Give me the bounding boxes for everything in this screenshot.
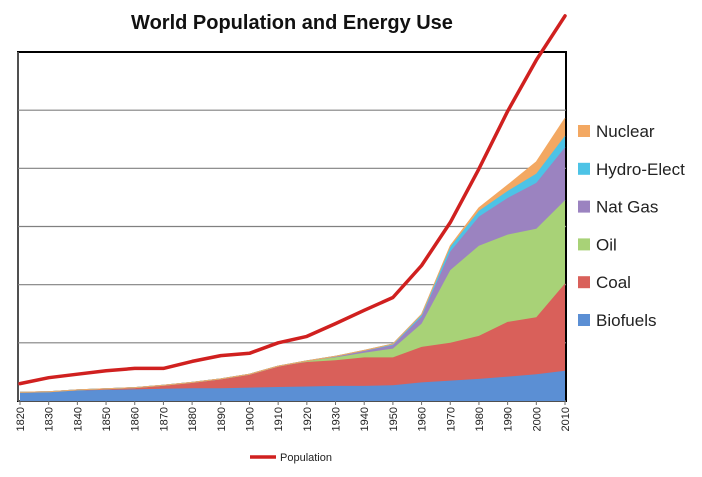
legend-label-biofuels: Biofuels (596, 311, 656, 330)
stacked-areas (19, 118, 566, 401)
legend-swatch-biofuels (578, 314, 590, 326)
x-tick-label: 1940 (359, 407, 371, 431)
x-axis-ticks: 1820 1830 1840 1850 1860 1870 1880 1890 1900 1910… (15, 401, 572, 431)
legend-label-nat-gas: Nat Gas (596, 198, 658, 217)
x-tick-label: 2010 (560, 407, 572, 431)
x-tick-label: 1960 (417, 407, 429, 431)
x-tick-label: 1980 (474, 407, 486, 431)
legend-label-hydro-elect: Hydro-Elect (596, 160, 685, 179)
x-tick-label: 1930 (331, 407, 343, 431)
x-tick-label: 1870 (158, 407, 170, 431)
x-tick-label: 1850 (101, 407, 113, 431)
population-line (18, 14, 567, 386)
legend-swatch-hydro-elect (578, 162, 590, 175)
x-tick-label: 1840 (72, 407, 84, 431)
area-edge-nuclear (19, 118, 566, 393)
legend-swatch-oil (578, 238, 590, 251)
x-tick-label: 1920 (302, 407, 314, 431)
legend-swatch-nat-gas (578, 200, 590, 213)
area-oil (20, 200, 565, 393)
x-tick-label: 1820 (15, 407, 27, 431)
x-tick-label: 1900 (245, 407, 257, 431)
legend: Nuclear Hydro-Elect Nat Gas Oil Coal Biofuels (578, 122, 685, 330)
x-tick-label: 1910 (273, 407, 285, 431)
legend-label-coal: Coal (596, 273, 631, 292)
x-tick-label: 1890 (216, 407, 228, 431)
legend-swatch-nuclear (578, 125, 590, 137)
legend-label-population: Population (280, 452, 332, 464)
x-tick-label: 1950 (388, 407, 400, 431)
x-tick-label: 1880 (187, 407, 199, 431)
legend-label-nuclear: Nuclear (596, 122, 655, 141)
population-line-layer (18, 14, 567, 386)
legend-swatch-coal (578, 276, 590, 289)
x-tick-label: 1830 (44, 407, 56, 431)
legend-population: Population (250, 452, 332, 464)
chart-title: World Population and Energy Use (131, 12, 453, 34)
x-tick-label: 1990 (503, 407, 515, 431)
x-tick-label: 2000 (531, 407, 543, 431)
legend-label-oil: Oil (596, 235, 617, 254)
x-tick-label: 1970 (445, 407, 457, 431)
area-coal (20, 283, 565, 393)
area-biofuels (20, 370, 565, 401)
x-tick-label: 1860 (130, 407, 142, 431)
